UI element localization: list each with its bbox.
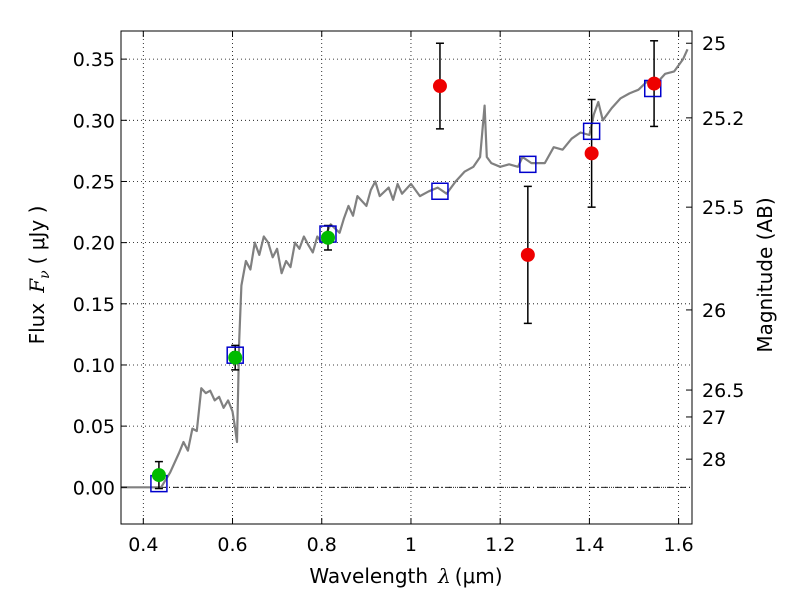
x-tick-label-2: 0.8	[307, 534, 337, 556]
measured-point-0	[432, 79, 447, 94]
detection-point-0	[151, 468, 166, 483]
model-photometry-square-4	[519, 155, 537, 174]
detection-point-2	[320, 230, 335, 245]
x-tick-label-1: 0.6	[217, 534, 247, 556]
y2-tick-label-2: 25.5	[702, 197, 744, 219]
y2-tick-label-1: 25.2	[702, 108, 744, 130]
model-spectrum-line	[121, 48, 689, 489]
grid	[121, 31, 692, 524]
model-photometry-square-3	[431, 182, 449, 201]
y-axis-label-text: Flux	[25, 303, 49, 345]
y-tick-label-2: 0.10	[73, 355, 115, 377]
model-photometry-square-5	[582, 122, 601, 141]
y2-axis-label: Magnitude (AB)	[753, 197, 777, 352]
x-tick-labels: 0.4 0.6 0.8 1 1.2 1.4 1.6	[128, 534, 694, 556]
x-axis-label-unit: (μm)	[455, 564, 503, 588]
measured-point-1	[520, 247, 535, 262]
measured-point-2	[584, 146, 599, 161]
x-tick-label-3: 1	[405, 534, 417, 556]
x-tick-label-4: 1.2	[485, 534, 515, 556]
x-axis-label-text: Wavelength	[309, 564, 428, 588]
x-axis-label: Wavelength λ (μm)	[309, 564, 502, 588]
y-tick-label-7: 0.35	[73, 49, 115, 71]
y-tick-label-1: 0.05	[73, 416, 115, 438]
model-spectrum	[121, 48, 689, 489]
model-photometry-squares	[150, 79, 662, 493]
detection-point-1	[228, 350, 243, 365]
x-tick-label-6: 1.6	[664, 534, 694, 556]
error-bars	[154, 40, 659, 490]
y-tick-label-3: 0.15	[73, 294, 115, 316]
x-tick-label-0: 0.4	[128, 534, 158, 556]
axis-ticks	[121, 31, 692, 524]
y-axis-label-unit: ( μJy )	[25, 206, 49, 265]
y-tick-label-6: 0.30	[73, 110, 115, 132]
measured-point-3	[647, 76, 662, 91]
y-axis-label-subscript: ν	[37, 270, 53, 279]
y2-tick-label-6: 28	[702, 449, 726, 471]
y2-tick-label-0: 25	[702, 33, 726, 55]
y-tick-label-4: 0.20	[73, 233, 115, 255]
y-tick-label-0: 0.00	[73, 477, 115, 499]
y2-tick-label-5: 27	[702, 407, 726, 429]
x-tick-label-5: 1.4	[574, 534, 604, 556]
y2-tick-label-4: 26.5	[702, 380, 744, 402]
x-axis-label-symbol: λ	[437, 564, 451, 588]
photometry-points	[151, 76, 662, 483]
y-tick-label-5: 0.25	[73, 171, 115, 193]
y2-tick-label-3: 26	[702, 300, 726, 322]
y-axis-label: Flux Fν ( μJy )	[25, 206, 53, 345]
plot-frame	[120, 30, 693, 525]
y-tick-labels: 0.00 0.05 0.10 0.15 0.20 0.25 0.30 0.35	[73, 49, 115, 499]
y2-tick-labels: 25 25.2 25.5 26 26.5 27 28	[702, 33, 744, 471]
y-axis-label-symbol: F	[25, 278, 49, 294]
